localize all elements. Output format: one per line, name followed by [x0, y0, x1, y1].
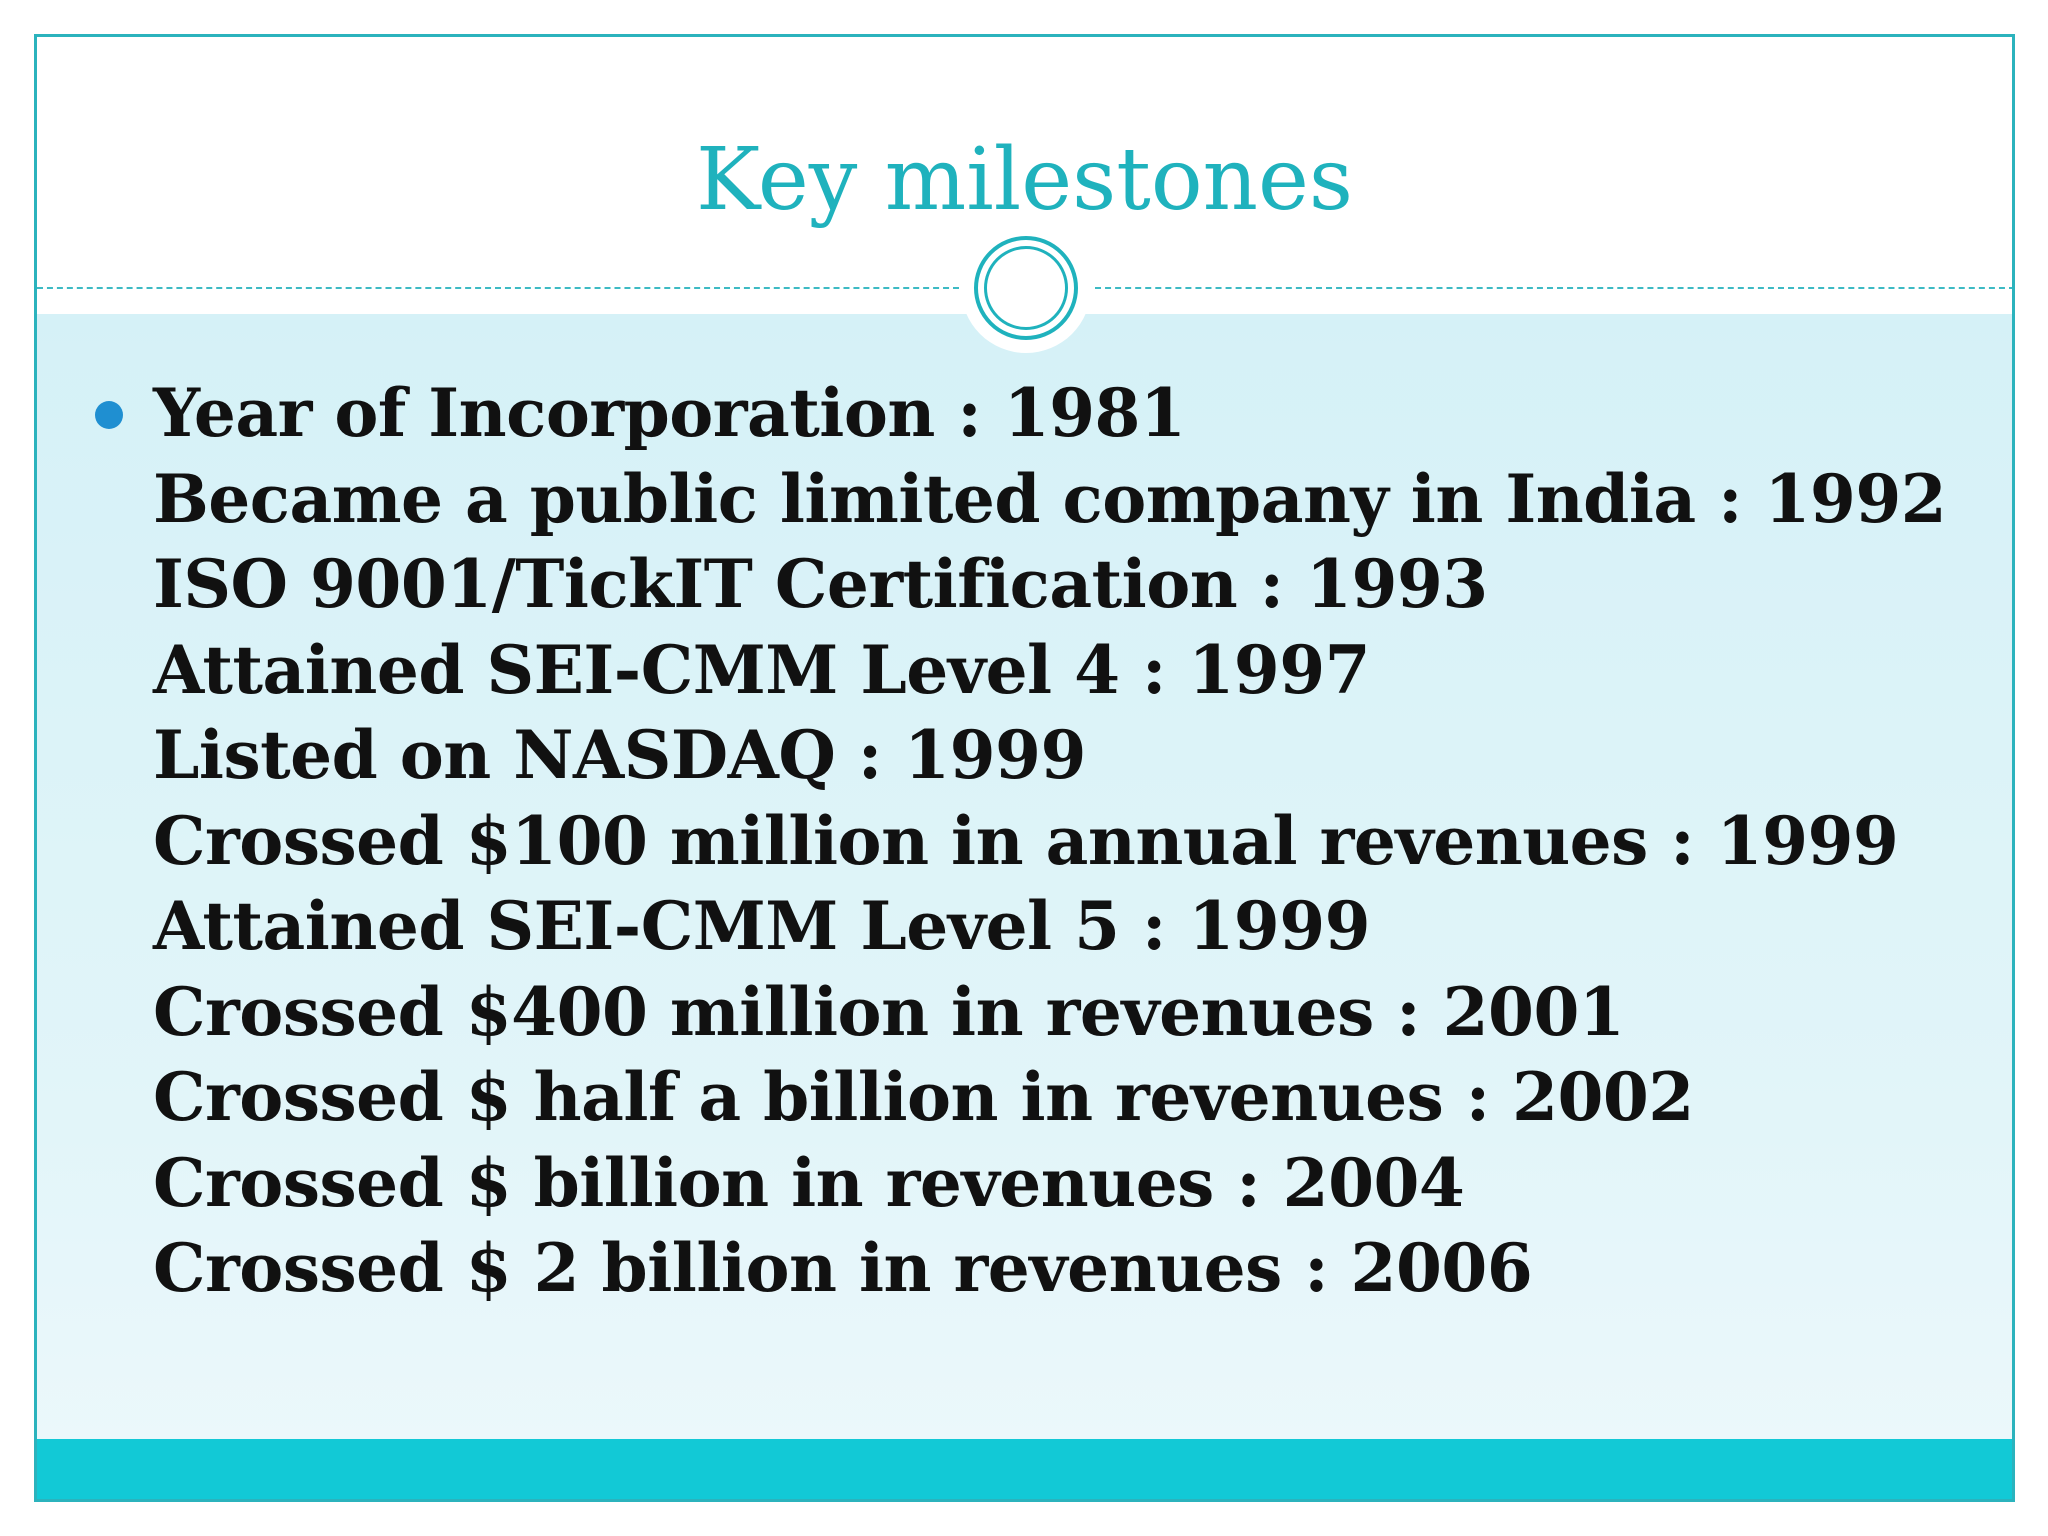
milestone-item: Crossed $ half a billion in revenues : 2…: [153, 1058, 1694, 1136]
bullet-dot-icon: [95, 401, 123, 429]
bottom-band: [37, 1439, 2012, 1499]
milestone-list: Year of Incorporation : 1981 Became a pu…: [153, 371, 1947, 1312]
milestone-item: Became a public limited company in India…: [153, 459, 1947, 538]
milestone-item: Attained SEI-CMM Level 4 : 1997: [153, 630, 1371, 709]
divider-left: [37, 287, 959, 289]
slide: Key milestones Year of Incorporation : 1…: [34, 34, 2015, 1502]
milestone-item: Crossed $400 million in revenues : 2001: [153, 972, 1625, 1051]
milestone-item: Crossed $ 2 billion in revenues : 2006: [153, 1229, 1533, 1307]
milestone-item: ISO 9001/TickIT Certification : 1993: [153, 545, 1488, 623]
milestone-item: Attained SEI-CMM Level 5 : 1999: [153, 887, 1371, 965]
slide-title: Key milestones: [695, 130, 1354, 230]
milestone-item: Year of Incorporation : 1981: [153, 374, 1186, 452]
milestone-item: Listed on NASDAQ : 1999: [153, 716, 1086, 794]
circle-ornament-inner: [984, 246, 1068, 330]
divider-right: [1095, 287, 2012, 289]
milestone-item: Crossed $100 million in annual revenues …: [153, 801, 1899, 880]
content-area: [37, 314, 2012, 1472]
milestone-item: Crossed $ billion in revenues : 2004: [153, 1143, 1465, 1222]
